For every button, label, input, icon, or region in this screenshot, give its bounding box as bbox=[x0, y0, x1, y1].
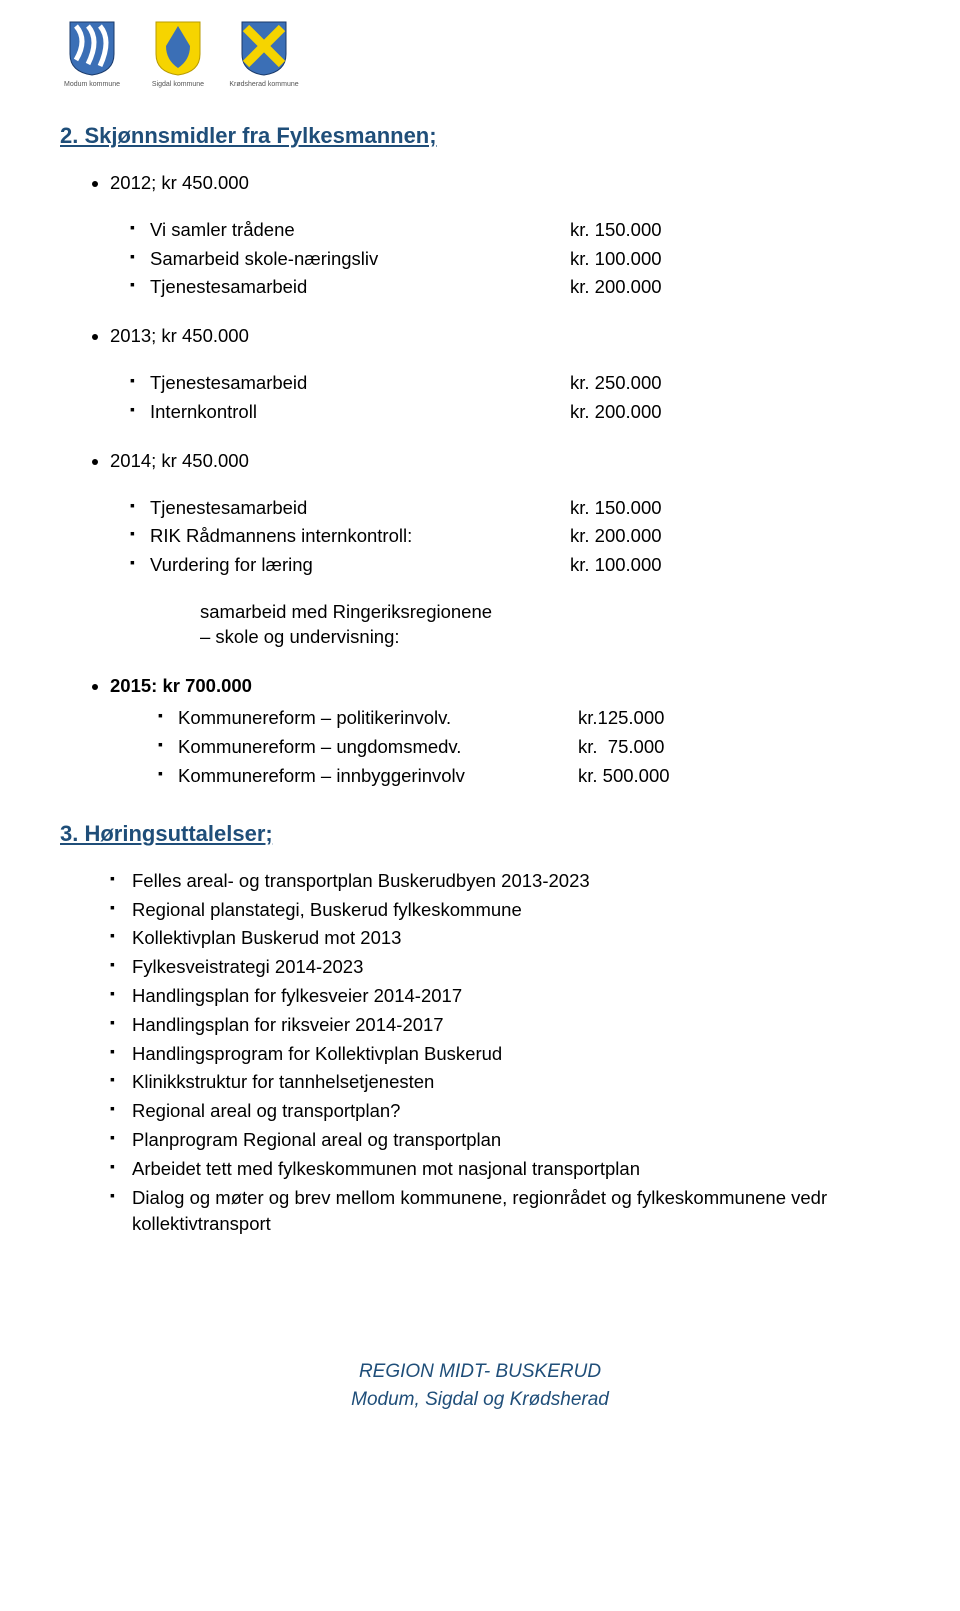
item-amount: kr. 200.000 bbox=[570, 274, 662, 301]
list-item: Kollektivplan Buskerud mot 2013 bbox=[110, 925, 900, 952]
item-continuation: – skole og undervisning: bbox=[60, 624, 900, 651]
item-amount: kr. 75.000 bbox=[578, 734, 664, 761]
list-item: Handlingsplan for fylkesveier 2014-2017 bbox=[110, 983, 900, 1010]
list-item: Kommunereform – innbyggerinvolvkr. 500.0… bbox=[158, 763, 900, 790]
year-2012-items: Vi samler trådenekr. 150.000 Samarbeid s… bbox=[60, 217, 900, 301]
item-amount: kr. 100.000 bbox=[570, 246, 662, 273]
footer-line1: REGION MIDT- BUSKERUD bbox=[60, 1358, 900, 1386]
list-item: Samarbeid skole-næringslivkr. 100.000 bbox=[130, 246, 900, 273]
year-2013: 2013; kr 450.000 bbox=[60, 323, 900, 350]
item-amount: kr. 200.000 bbox=[570, 523, 662, 550]
crest-sigdal-label: Sigdal kommune bbox=[152, 80, 204, 90]
item-amount: kr.125.000 bbox=[578, 705, 664, 732]
footer-line2: Modum, Sigdal og Krødsherad bbox=[60, 1386, 900, 1414]
item-label: Kommunereform – politikerinvolv. bbox=[178, 705, 578, 732]
list-item: Felles areal- og transportplan Buskerudb… bbox=[110, 868, 900, 895]
list-item: Handlingsplan for riksveier 2014-2017 bbox=[110, 1012, 900, 1039]
list-item: Regional areal og transportplan? bbox=[110, 1098, 900, 1125]
crest-sigdal: Sigdal kommune bbox=[146, 20, 210, 90]
list-item: Klinikkstruktur for tannhelsetjenesten bbox=[110, 1069, 900, 1096]
crest-modum: Modum kommune bbox=[60, 20, 124, 90]
horings-list: Felles areal- og transportplan Buskerudb… bbox=[60, 868, 900, 1239]
crest-krodsherad-label: Krødsherad kommune bbox=[229, 80, 298, 90]
item-amount: kr. 200.000 bbox=[570, 399, 662, 426]
section2-heading: 2. Skjønnsmidler fra Fylkesmannen; bbox=[60, 120, 900, 152]
item-amount: kr. 150.000 bbox=[570, 495, 662, 522]
year-2015-items: Kommunereform – politikerinvolv.kr.125.0… bbox=[110, 705, 900, 789]
item-label: Internkontroll bbox=[150, 399, 570, 426]
year-2013-title: 2013; kr 450.000 bbox=[110, 323, 900, 350]
list-item: Regional planstategi, Buskerud fylkeskom… bbox=[110, 897, 900, 924]
list-item: Tjenestesamarbeidkr. 150.000 bbox=[130, 495, 900, 522]
list-item: Arbeidet tett med fylkeskommunen mot nas… bbox=[110, 1156, 900, 1183]
header-crests: Modum kommune Sigdal kommune Krødsherad … bbox=[60, 20, 900, 90]
item-amount: kr. 150.000 bbox=[570, 217, 662, 244]
list-item: Tjenestesamarbeidkr. 200.000 bbox=[130, 274, 900, 301]
item-label: Tjenestesamarbeid bbox=[150, 495, 570, 522]
item-label: Tjenestesamarbeid bbox=[150, 274, 570, 301]
year-2014-title: 2014; kr 450.000 bbox=[110, 448, 900, 475]
item-label: Vurdering for læring bbox=[150, 552, 570, 579]
item-label: Kommunereform – innbyggerinvolv bbox=[178, 763, 578, 790]
list-item: Vurdering for læringkr. 100.000 bbox=[130, 552, 900, 579]
list-item: Internkontrollkr. 200.000 bbox=[130, 399, 900, 426]
item-continuation: samarbeid med Ringeriksregionene bbox=[60, 599, 900, 626]
shield-icon bbox=[68, 20, 116, 76]
crest-modum-label: Modum kommune bbox=[64, 80, 120, 90]
item-label: Kommunereform – ungdomsmedv. bbox=[178, 734, 578, 761]
list-item: Planprogram Regional areal og transportp… bbox=[110, 1127, 900, 1154]
list-item: Kommunereform – ungdomsmedv.kr. 75.000 bbox=[158, 734, 900, 761]
item-amount: kr. 250.000 bbox=[570, 370, 662, 397]
section3-heading: 3. Høringsuttalelser; bbox=[60, 818, 900, 850]
year-2015: 2015: kr 700.000 Kommunereform – politik… bbox=[60, 673, 900, 790]
footer: REGION MIDT- BUSKERUD Modum, Sigdal og K… bbox=[60, 1358, 900, 1413]
year-2014: 2014; kr 450.000 bbox=[60, 448, 900, 475]
year-2013-items: Tjenestesamarbeidkr. 250.000 Internkontr… bbox=[60, 370, 900, 426]
item-label: Tjenestesamarbeid bbox=[150, 370, 570, 397]
item-amount: kr. 500.000 bbox=[578, 763, 670, 790]
list-item: RIK Rådmannens internkontroll:kr. 200.00… bbox=[130, 523, 900, 550]
list-item: Vi samler trådenekr. 150.000 bbox=[130, 217, 900, 244]
crest-krodsherad: Krødsherad kommune bbox=[232, 20, 296, 90]
year-2012: 2012; kr 450.000 bbox=[60, 170, 900, 197]
shield-icon bbox=[154, 20, 202, 76]
item-label: Samarbeid skole-næringsliv bbox=[150, 246, 570, 273]
list-item: Fylkesveistrategi 2014-2023 bbox=[110, 954, 900, 981]
list-item: Dialog og møter og brev mellom kommunene… bbox=[110, 1185, 900, 1239]
item-amount: kr. 100.000 bbox=[570, 552, 662, 579]
item-label: RIK Rådmannens internkontroll: bbox=[150, 523, 570, 550]
list-item: Kommunereform – politikerinvolv.kr.125.0… bbox=[158, 705, 900, 732]
list-item: Handlingsprogram for Kollektivplan Buske… bbox=[110, 1041, 900, 1068]
shield-icon bbox=[240, 20, 288, 76]
year-2012-title: 2012; kr 450.000 bbox=[110, 170, 900, 197]
list-item: Tjenestesamarbeidkr. 250.000 bbox=[130, 370, 900, 397]
year-2014-items: Tjenestesamarbeidkr. 150.000 RIK Rådmann… bbox=[60, 495, 900, 579]
year-2015-title: 2015: kr 700.000 bbox=[110, 675, 252, 696]
item-label: Vi samler trådene bbox=[150, 217, 570, 244]
